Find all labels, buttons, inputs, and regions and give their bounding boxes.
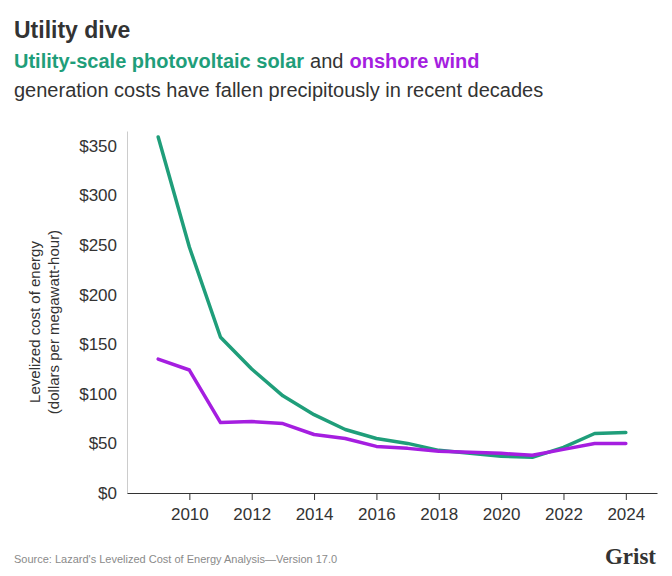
y-tick: $50 xyxy=(89,434,127,453)
y-tick: $350 xyxy=(79,137,127,156)
x-axis: 2010 2012 2014 2016 2018 2020 2022 2024 xyxy=(128,493,658,524)
x-tick-label: 2016 xyxy=(358,505,396,524)
y-tick-label: $350 xyxy=(79,137,117,156)
title: Utility dive xyxy=(14,17,130,43)
x-tick-mark xyxy=(563,493,564,500)
y-tick-label: $200 xyxy=(79,286,117,305)
x-tick-mark xyxy=(189,493,190,500)
legend-entry: onshore wind xyxy=(349,50,479,72)
x-tick-label: 2024 xyxy=(607,505,645,524)
y-tick-label: $100 xyxy=(79,385,117,404)
subtitle: generation costs have fallen precipitous… xyxy=(14,79,543,101)
x-tick-mark xyxy=(252,493,253,500)
y-tick-label: $150 xyxy=(79,335,117,354)
y-tick: $300 xyxy=(79,186,127,205)
subtitle-legend: Utility-scale photovoltaic solar and onsho… xyxy=(14,50,479,72)
y-tick-label: $300 xyxy=(79,186,117,205)
x-tick-mark xyxy=(314,493,315,500)
x-tick-label: 2020 xyxy=(483,505,521,524)
x-tick: 2024 xyxy=(607,493,645,524)
source: Source: Lazard's Levelized Cost of Energ… xyxy=(14,553,337,565)
x-tick: 2018 xyxy=(420,493,458,524)
x-tick: 2010 xyxy=(171,493,209,524)
y-tick: $100 xyxy=(79,385,127,404)
x-axis-line xyxy=(128,493,658,494)
x-tick: 2014 xyxy=(296,493,334,524)
y-tick: $250 xyxy=(79,236,127,255)
y-tick: $200 xyxy=(79,286,127,305)
x-tick-label: 2010 xyxy=(171,505,209,524)
chart: Utility dive Utility-scale photovoltaic s… xyxy=(0,0,672,576)
subtitle: and xyxy=(310,50,343,72)
y-tick-label: $250 xyxy=(79,236,117,255)
x-tick-label: 2012 xyxy=(233,505,271,524)
y-axis-line xyxy=(127,132,128,494)
y-axis: $0 $50 $100 $150 $200 $250 $300 $350 xyxy=(79,132,127,503)
y-axis-title: (dollars per megawatt-hour) xyxy=(45,230,62,414)
y-tick: $150 xyxy=(79,335,127,354)
y-tick-label: $50 xyxy=(89,434,117,453)
y-tick: $0 xyxy=(98,484,127,503)
x-tick: 2016 xyxy=(358,493,396,524)
x-tick-label: 2014 xyxy=(296,505,334,524)
x-tick-mark xyxy=(439,493,440,500)
series-line xyxy=(158,137,626,457)
x-tick-label: 2018 xyxy=(420,505,458,524)
x-tick-mark xyxy=(376,493,377,500)
x-tick: 2012 xyxy=(233,493,271,524)
x-tick: 2020 xyxy=(483,493,521,524)
x-tick-mark xyxy=(501,493,502,500)
x-tick: 2022 xyxy=(545,493,583,524)
lines xyxy=(158,137,626,457)
legend-entry: Utility-scale photovoltaic solar xyxy=(14,50,304,72)
x-tick-mark xyxy=(626,493,627,500)
y-tick-label: $0 xyxy=(98,484,117,503)
credit: Grist xyxy=(605,544,656,569)
series-line xyxy=(158,359,626,455)
x-tick-label: 2022 xyxy=(545,505,583,524)
y-axis-title: Levelized cost of energy xyxy=(26,241,43,403)
